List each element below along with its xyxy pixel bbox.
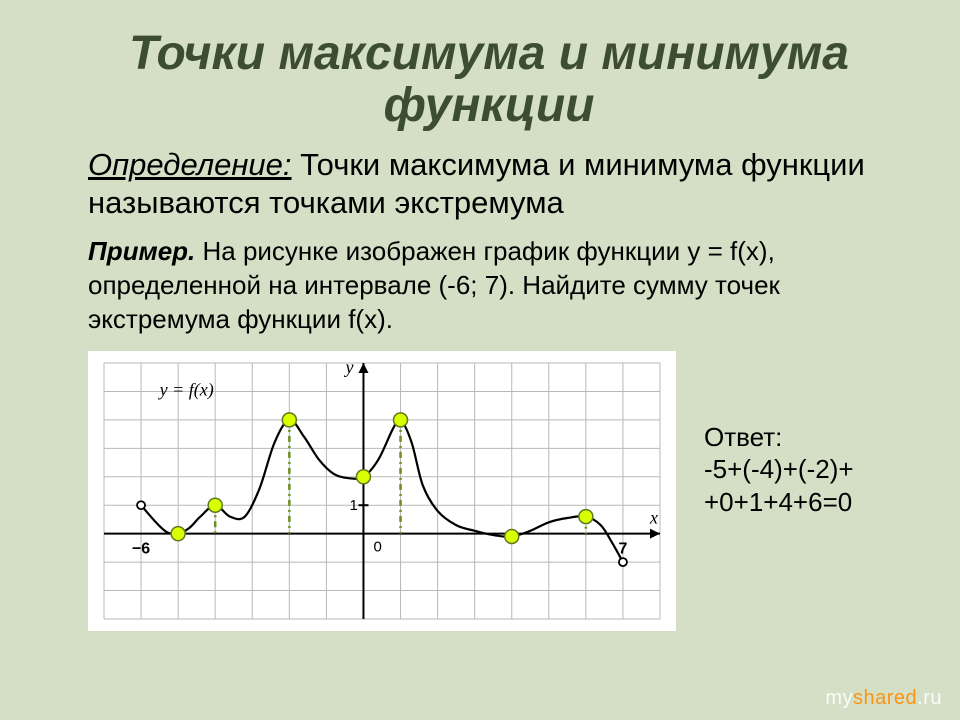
answer-block: Ответ: -5+(-4)+(-2)+ +0+1+4+6=0 <box>704 421 854 519</box>
page-title: Точки максимума и минимума функции <box>88 28 890 132</box>
function-chart: y = f(x) y x −6 7 0 1 <box>88 351 676 631</box>
definition-text: Определение: Точки максимума и минимума … <box>88 146 890 224</box>
answer-line1: -5+(-4)+(-2)+ <box>704 453 854 486</box>
slide: Точки максимума и минимума функции Опред… <box>0 0 960 631</box>
content-row: y = f(x) y x −6 7 0 1 Ответ: -5+(-4)+(-2)+ +0+… <box>88 351 890 631</box>
svg-text:y = f(x): y = f(x) <box>158 379 214 400</box>
svg-text:7: 7 <box>618 540 627 557</box>
watermark-tail: .ru <box>917 687 942 709</box>
svg-text:1: 1 <box>349 497 357 514</box>
svg-text:y: y <box>343 357 353 377</box>
definition-lead: Определение: <box>88 147 292 182</box>
watermark-plain: my <box>825 687 853 709</box>
example-lead: Пример. <box>88 236 195 266</box>
answer-line2: +0+1+4+6=0 <box>704 486 854 519</box>
answer-label: Ответ: <box>704 421 854 454</box>
watermark: myshared.ru <box>825 687 942 710</box>
svg-text:x: x <box>649 507 658 527</box>
svg-text:−6: −6 <box>132 540 150 557</box>
example-text: Пример. На рисунке изображен график функ… <box>88 235 890 336</box>
svg-text:0: 0 <box>373 538 381 555</box>
watermark-accent: shared <box>853 687 917 709</box>
